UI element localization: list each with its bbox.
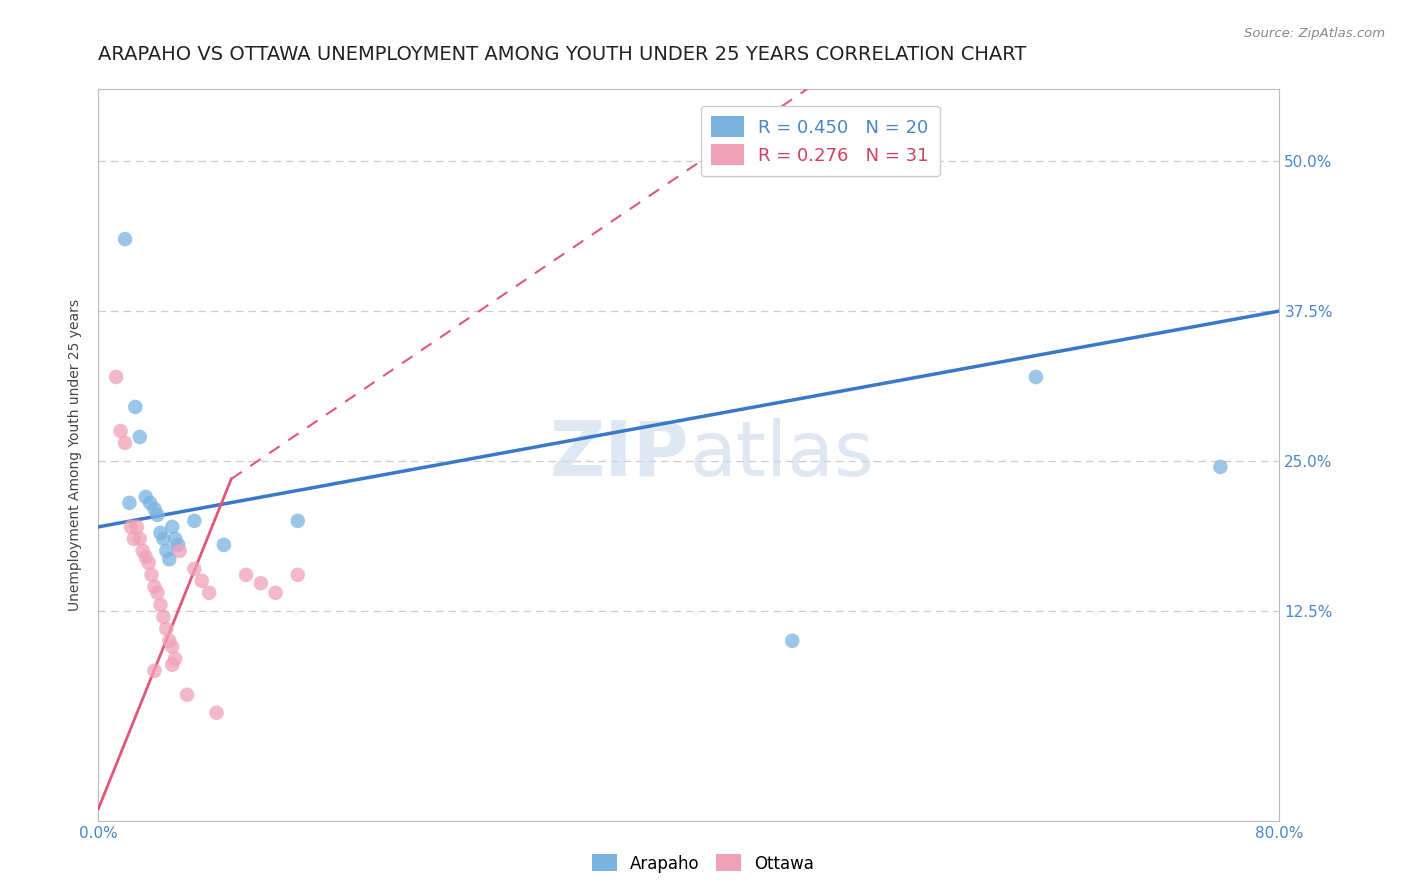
- Point: [146, 586, 169, 600]
- Point: [143, 580, 166, 594]
- Point: [105, 370, 128, 384]
- Point: [191, 574, 214, 588]
- Point: [198, 586, 221, 600]
- Point: [157, 633, 180, 648]
- Point: [162, 640, 183, 654]
- Point: [167, 538, 190, 552]
- Point: [169, 544, 191, 558]
- Point: [287, 514, 309, 528]
- Point: [235, 567, 257, 582]
- Point: [183, 562, 205, 576]
- Point: [135, 490, 157, 504]
- Point: [165, 652, 187, 666]
- Point: [118, 496, 141, 510]
- Point: [143, 501, 166, 516]
- Point: [155, 544, 177, 558]
- Point: [264, 586, 287, 600]
- Legend: Arapaho, Ottawa: Arapaho, Ottawa: [585, 847, 821, 880]
- Point: [162, 520, 183, 534]
- Point: [782, 633, 804, 648]
- Point: [205, 706, 228, 720]
- Point: [132, 544, 155, 558]
- Point: [162, 657, 183, 672]
- Text: atlas: atlas: [689, 418, 873, 491]
- Point: [155, 622, 177, 636]
- Point: [138, 556, 160, 570]
- Point: [152, 532, 174, 546]
- Point: [110, 424, 132, 438]
- Point: [124, 400, 146, 414]
- Point: [1025, 370, 1047, 384]
- Point: [287, 567, 309, 582]
- Point: [120, 520, 142, 534]
- Point: [114, 232, 136, 246]
- Text: ZIP: ZIP: [550, 418, 689, 491]
- Point: [183, 514, 205, 528]
- Point: [139, 496, 162, 510]
- Point: [152, 609, 174, 624]
- Y-axis label: Unemployment Among Youth under 25 years: Unemployment Among Youth under 25 years: [69, 299, 83, 611]
- Point: [176, 688, 198, 702]
- Point: [143, 664, 166, 678]
- Point: [149, 525, 172, 540]
- Point: [212, 538, 235, 552]
- Point: [141, 567, 163, 582]
- Text: ARAPAHO VS OTTAWA UNEMPLOYMENT AMONG YOUTH UNDER 25 YEARS CORRELATION CHART: ARAPAHO VS OTTAWA UNEMPLOYMENT AMONG YOU…: [98, 45, 1026, 63]
- Point: [128, 430, 150, 444]
- Point: [250, 576, 273, 591]
- Legend: R = 0.450   N = 20, R = 0.276   N = 31: R = 0.450 N = 20, R = 0.276 N = 31: [700, 105, 939, 176]
- Point: [165, 532, 187, 546]
- Point: [125, 520, 148, 534]
- Point: [157, 552, 180, 566]
- Text: Source: ZipAtlas.com: Source: ZipAtlas.com: [1244, 27, 1385, 40]
- Point: [135, 549, 157, 564]
- Point: [122, 532, 145, 546]
- Point: [114, 436, 136, 450]
- Point: [1209, 459, 1232, 474]
- Point: [146, 508, 169, 522]
- Point: [149, 598, 172, 612]
- Point: [128, 532, 150, 546]
